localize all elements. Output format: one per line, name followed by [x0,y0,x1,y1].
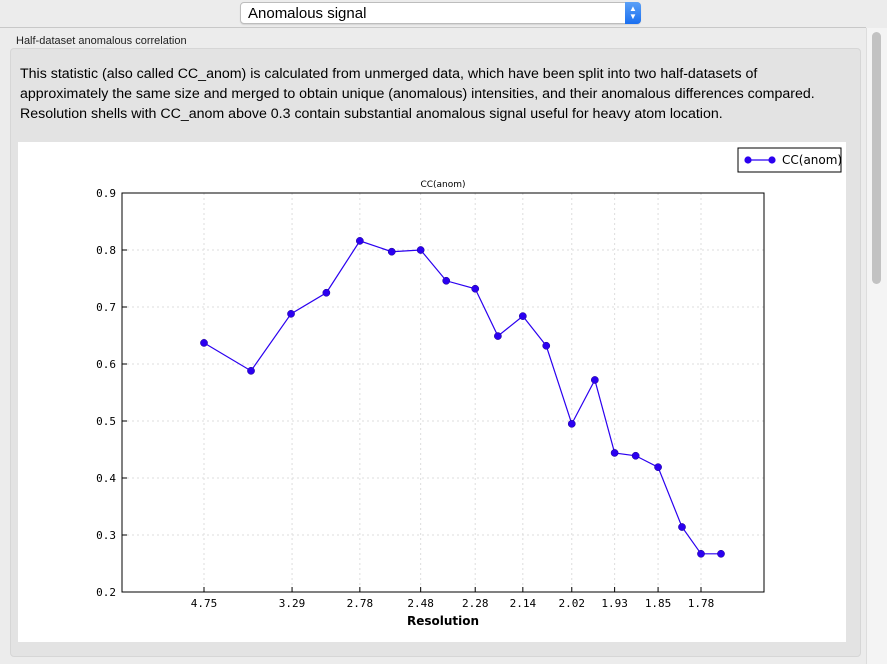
section-select[interactable]: Anomalous signal ▲ ▼ [240,2,641,24]
data-point [387,247,396,256]
data-point [610,449,619,457]
data-point [567,420,576,428]
y-tick-label: 0.6 [96,358,116,371]
y-tick-label: 0.5 [96,415,116,428]
group-title: Half-dataset anomalous correlation [16,35,187,47]
data-point [542,341,551,350]
description-text: This statistic (also called CC_anom) is … [20,66,815,122]
chart-title: CC(anom) [420,180,465,190]
data-point [416,246,425,254]
data-point [200,339,208,347]
cc-anom-chart: 0.2 0.3 0.4 0.5 0.6 0.7 0.8 0.9 4.75 3.29 2.78 2.48… [96,147,842,628]
data-point [678,523,686,531]
data-point [494,332,502,340]
x-tick-label: 1.78 [688,597,715,610]
data-point [518,312,527,320]
x-tick-label: 1.85 [645,597,672,610]
x-tick-label: 2.78 [347,597,374,610]
data-point [287,309,295,318]
legend-marker [744,156,752,164]
data-point [471,284,480,293]
x-tick-label: 2.28 [462,597,489,610]
y-tick-label: 0.8 [96,244,116,257]
plot-frame [121,192,765,593]
chevron-updown-icon: ▲ ▼ [625,2,641,24]
legend-label: CC(anom) [782,153,842,167]
data-point [717,549,725,558]
legend-box [737,147,842,173]
x-tick-label: 2.48 [407,597,434,610]
data-point [355,237,364,245]
data-point [442,276,451,285]
y-tick-label: 0.9 [96,187,116,200]
x-tick-label: 2.14 [510,597,537,610]
top-bar: Anomalous signal ▲ ▼ [0,0,866,28]
y-tick-label: 0.2 [96,586,116,599]
data-point [697,549,705,558]
data-point [322,288,331,297]
x-tick-label: 4.75 [191,597,218,610]
series-line [203,240,721,555]
y-tick-label: 0.3 [96,529,116,542]
data-point [247,366,255,375]
scrollbar-thumb[interactable] [872,32,881,284]
section-select-value: Anomalous signal [248,5,367,22]
x-tick-label: 2.02 [559,597,586,610]
data-point [654,463,662,472]
y-tick-label: 0.7 [96,301,116,314]
data-point [590,376,599,384]
data-point [631,451,640,460]
x-axis-label: Resolution [407,614,479,628]
x-tick-label: 1.93 [601,597,628,610]
x-tick-label: 3.29 [279,597,306,610]
chart-panel: 0.2 0.3 0.4 0.5 0.6 0.7 0.8 0.9 4.75 3.29 2.78 2.48… [18,142,846,642]
vertical-scrollbar[interactable] [866,28,887,664]
y-tick-label: 0.4 [96,472,116,485]
legend-marker [768,156,776,164]
